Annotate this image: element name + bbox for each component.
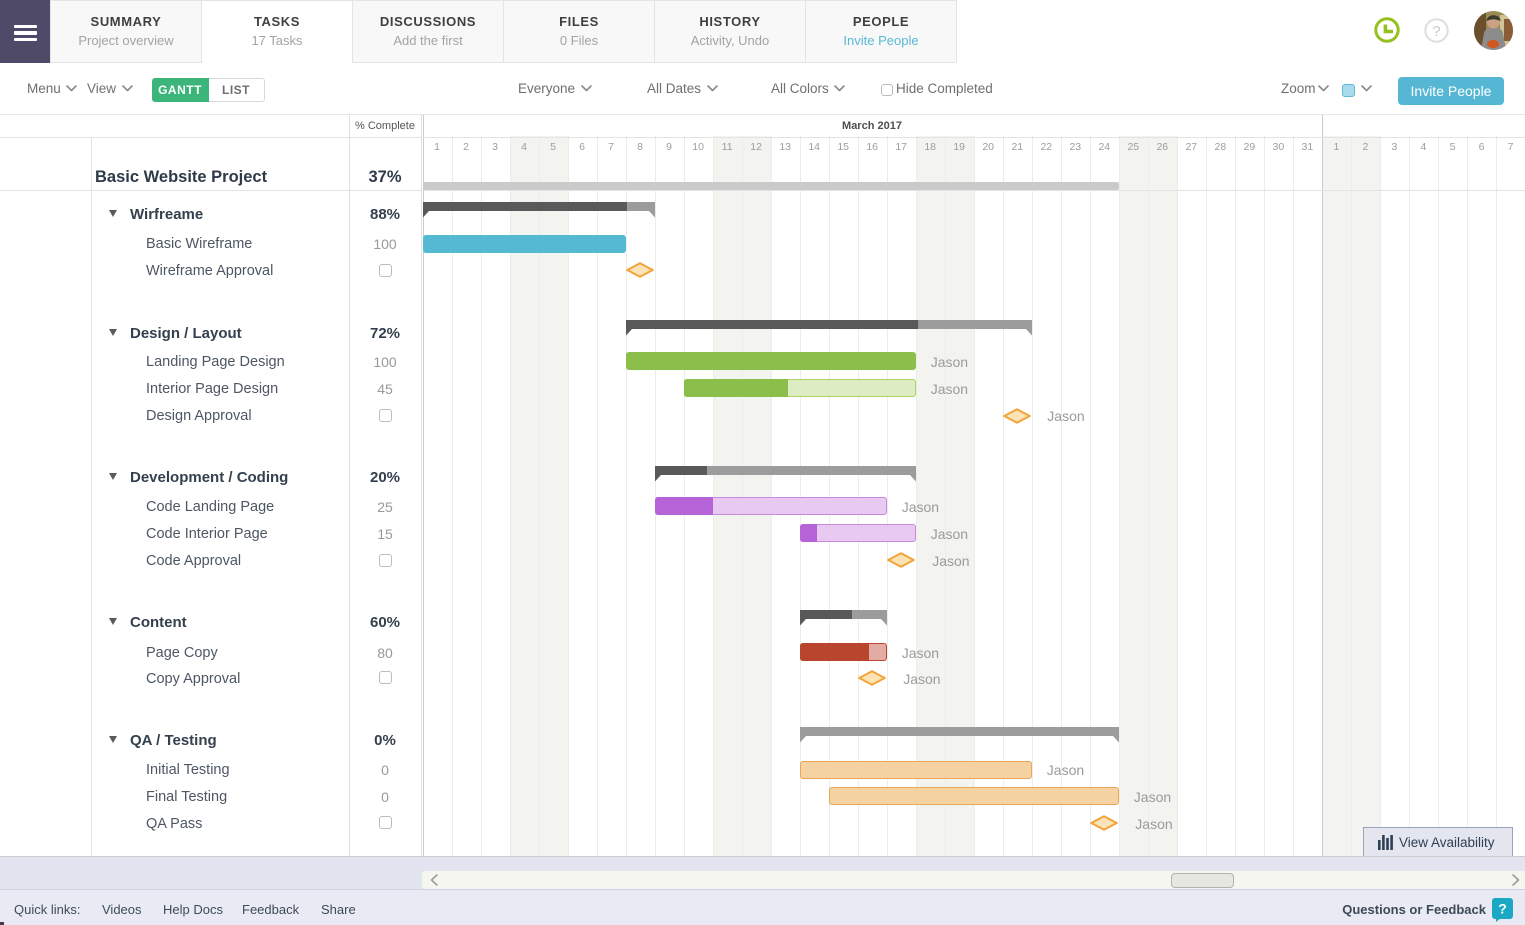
svg-text:?: ?	[1432, 23, 1440, 40]
svg-text:?: ?	[1498, 901, 1507, 917]
